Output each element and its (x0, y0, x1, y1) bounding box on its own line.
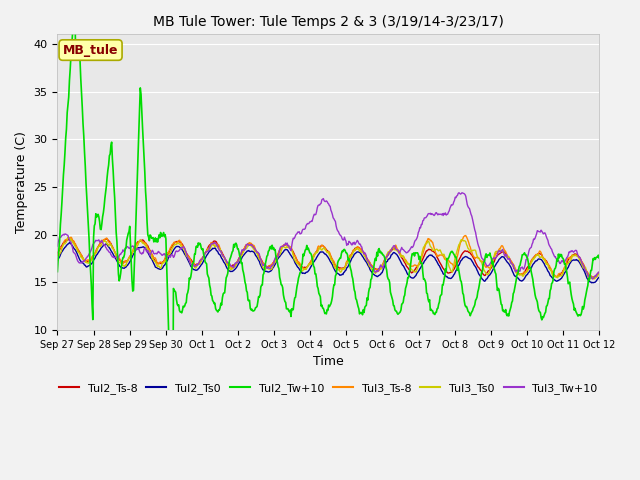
Text: MB_tule: MB_tule (63, 44, 118, 57)
Title: MB Tule Tower: Tule Temps 2 & 3 (3/19/14-3/23/17): MB Tule Tower: Tule Temps 2 & 3 (3/19/14… (153, 15, 504, 29)
Legend: Tul2_Ts-8, Tul2_Ts0, Tul2_Tw+10, Tul3_Ts-8, Tul3_Ts0, Tul3_Tw+10: Tul2_Ts-8, Tul2_Ts0, Tul2_Tw+10, Tul3_Ts… (54, 379, 602, 398)
Y-axis label: Temperature (C): Temperature (C) (15, 132, 28, 233)
X-axis label: Time: Time (313, 355, 344, 369)
